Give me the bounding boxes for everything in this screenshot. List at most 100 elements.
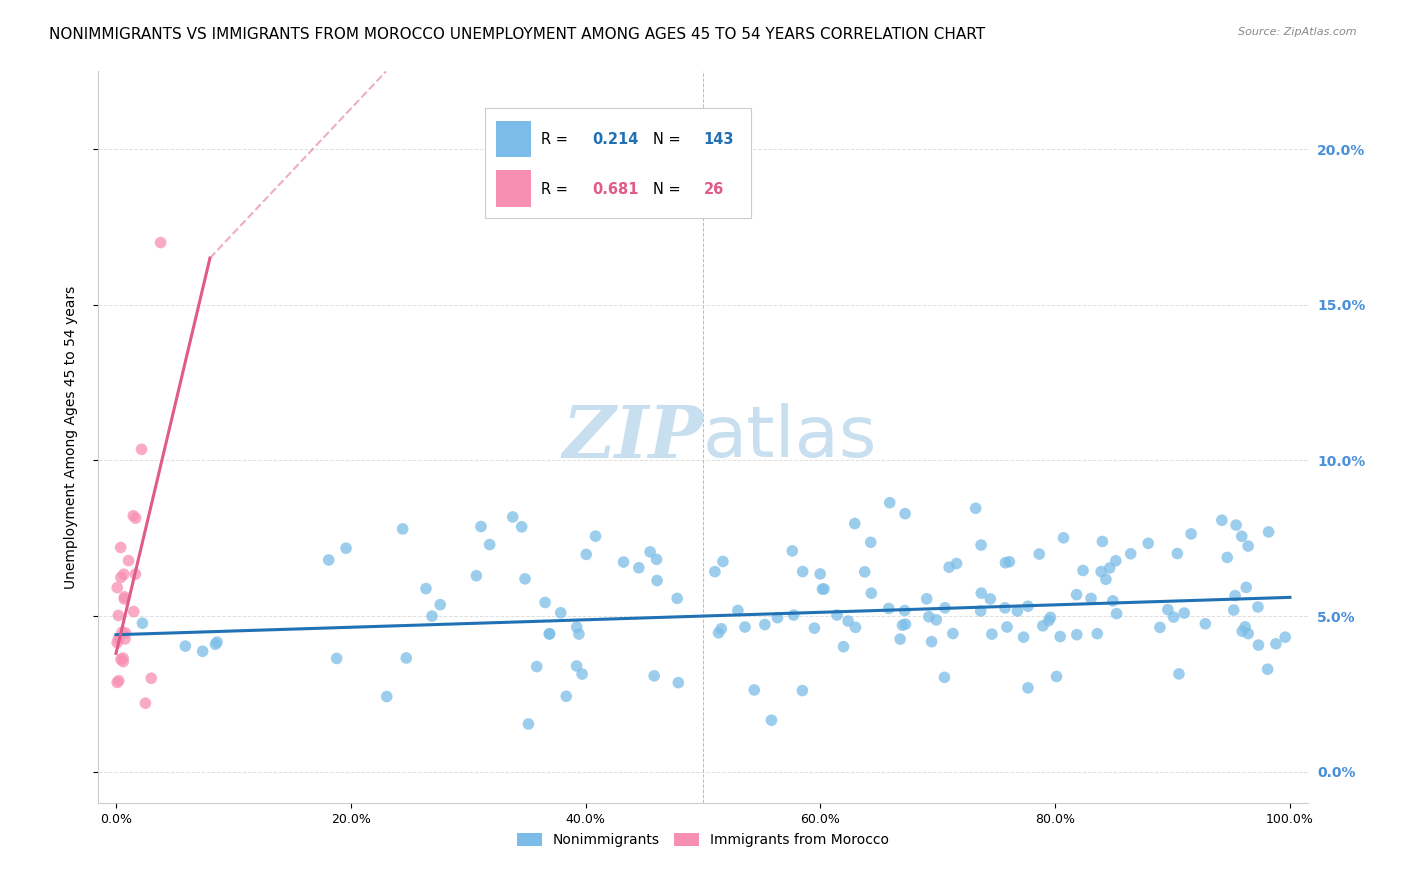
Point (994, 556, 1017, 570)
Point (568, 627, 591, 641)
Point (877, 601, 900, 615)
Point (391, 522, 413, 536)
Point (1095, 572, 1118, 586)
Point (832, 640, 855, 654)
Point (1216, 550, 1239, 565)
Point (1119, 547, 1142, 561)
Point (141, 671, 163, 685)
Point (575, 548, 598, 562)
Point (666, 675, 689, 690)
Point (1066, 628, 1088, 642)
Point (565, 659, 588, 673)
Point (710, 622, 733, 636)
Point (117, 553, 139, 567)
Point (191, 644, 214, 658)
Point (1247, 599, 1270, 614)
Point (1257, 524, 1279, 539)
Point (517, 717, 540, 731)
Point (134, 696, 156, 710)
Point (942, 626, 965, 640)
Point (860, 586, 883, 600)
Point (1105, 554, 1128, 568)
Point (1066, 588, 1088, 602)
Point (1052, 531, 1074, 545)
Point (934, 670, 956, 684)
Point (994, 600, 1017, 615)
Point (478, 537, 501, 551)
Point (1274, 630, 1296, 644)
Point (1257, 662, 1279, 676)
Point (1091, 534, 1114, 549)
Point (889, 632, 911, 647)
Point (811, 582, 834, 596)
Point (335, 541, 357, 556)
Point (114, 590, 136, 604)
Point (613, 555, 636, 569)
Point (734, 620, 756, 634)
Point (1168, 667, 1191, 681)
Point (970, 604, 993, 618)
Point (107, 673, 129, 688)
Point (980, 627, 1002, 641)
Point (122, 508, 145, 523)
Point (837, 614, 859, 628)
Point (925, 613, 948, 627)
Text: ZIP: ZIP (562, 401, 703, 473)
Point (510, 520, 533, 534)
Point (112, 651, 135, 665)
Point (979, 591, 1001, 606)
Point (995, 620, 1018, 634)
Point (107, 608, 129, 623)
Point (114, 632, 136, 646)
Point (1194, 616, 1216, 631)
Point (934, 600, 956, 615)
Point (853, 565, 876, 579)
Point (174, 639, 197, 653)
Point (782, 608, 804, 623)
Point (1017, 599, 1039, 614)
Point (1223, 589, 1246, 603)
Point (1157, 602, 1180, 616)
Point (112, 591, 135, 606)
Point (124, 511, 146, 525)
Point (1211, 513, 1233, 527)
Point (111, 625, 134, 640)
Point (526, 659, 548, 673)
Point (711, 554, 734, 568)
Point (754, 617, 776, 632)
Point (879, 496, 901, 510)
Point (205, 635, 228, 649)
Point (1230, 529, 1253, 543)
Point (945, 557, 967, 571)
Point (970, 586, 993, 600)
Point (565, 620, 588, 634)
Point (112, 655, 135, 669)
Point (513, 572, 536, 586)
Point (415, 582, 437, 596)
Point (970, 538, 993, 552)
Point (105, 635, 128, 649)
Text: Source: ZipAtlas.com: Source: ZipAtlas.com (1239, 27, 1357, 37)
Point (761, 713, 783, 727)
Point (1173, 606, 1195, 620)
Point (1085, 626, 1108, 640)
Point (859, 535, 882, 549)
Point (891, 618, 914, 632)
Point (555, 690, 578, 704)
Point (1166, 547, 1188, 561)
Point (105, 675, 128, 690)
Point (1163, 610, 1185, 624)
Point (844, 620, 866, 634)
Point (965, 501, 987, 516)
Point (325, 651, 347, 665)
Point (780, 544, 803, 558)
Point (131, 616, 153, 631)
Point (1264, 637, 1286, 651)
Point (585, 529, 607, 543)
Point (550, 606, 572, 620)
Point (114, 626, 136, 640)
Point (742, 682, 765, 697)
Point (921, 634, 943, 648)
Point (1012, 630, 1035, 644)
Point (844, 516, 866, 531)
